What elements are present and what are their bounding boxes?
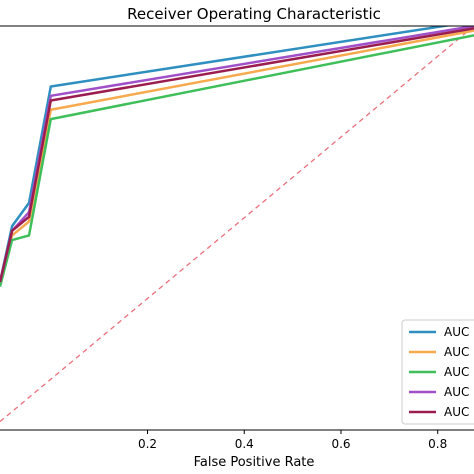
x-tick-label: 0.2: [138, 437, 157, 451]
x-axis-label: False Positive Rate: [194, 455, 315, 470]
x-tick-label: 0.4: [235, 437, 254, 451]
chart-title: Receiver Operating Characteristic: [127, 5, 381, 23]
legend-box: [401, 319, 474, 425]
x-tick-label: 0.6: [331, 437, 350, 451]
roc-series-line-3: [0, 34, 474, 287]
plot-area: [0, 25, 474, 431]
chance-reference-line: [0, 26, 474, 423]
roc-series-line-5: [0, 27, 474, 283]
roc-series-line-4: [0, 26, 474, 283]
legend-label-3: AUC: [444, 365, 469, 379]
legend-label-4: AUC: [444, 385, 469, 399]
legend-label-2: AUC: [444, 345, 469, 359]
roc-series-line-1: [0, 26, 452, 283]
x-tick-label: 0.8: [428, 437, 447, 451]
legend: AUC AUC AUC AUC AUC: [401, 319, 474, 425]
legend-label-5: AUC: [444, 405, 469, 419]
legend-label-1: AUC: [444, 325, 469, 339]
